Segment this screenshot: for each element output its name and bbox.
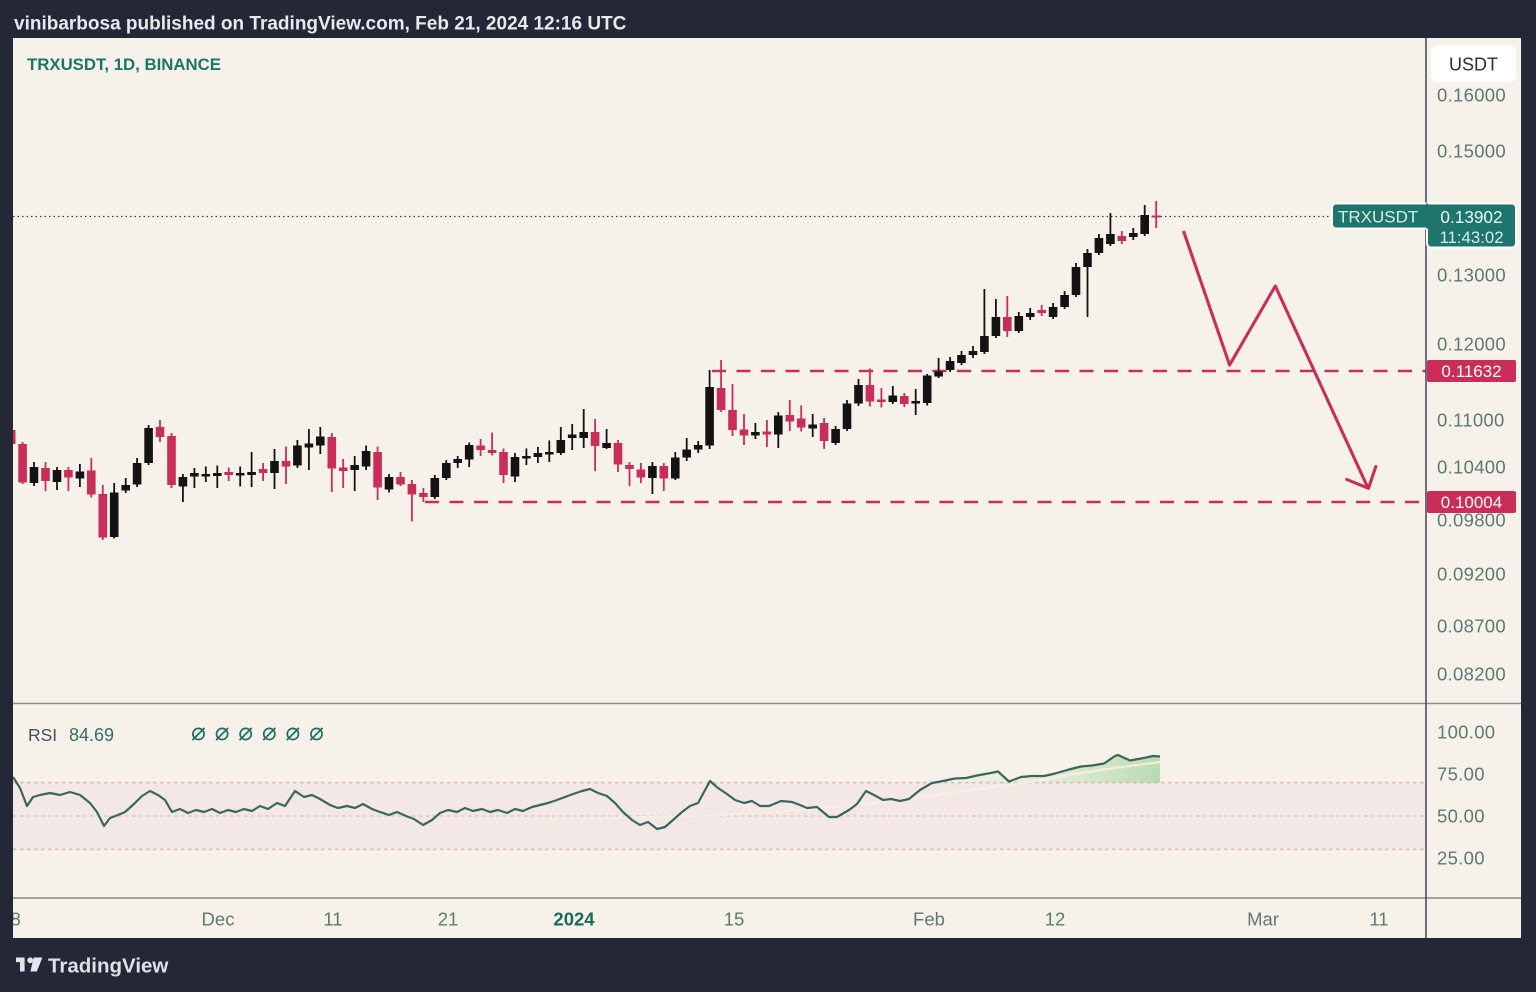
svg-text:0.16000: 0.16000 bbox=[1437, 85, 1506, 106]
svg-text:TRXUSDT, 1D, BINANCE: TRXUSDT, 1D, BINANCE bbox=[27, 55, 221, 74]
svg-text:21: 21 bbox=[438, 909, 459, 930]
svg-text:0.11632: 0.11632 bbox=[1441, 362, 1501, 381]
svg-text:0.08200: 0.08200 bbox=[1437, 664, 1506, 685]
svg-text:11: 11 bbox=[323, 909, 342, 930]
svg-text:Feb: Feb bbox=[913, 909, 945, 930]
svg-text:USDT: USDT bbox=[1449, 55, 1498, 75]
svg-text:TradingView: TradingView bbox=[48, 955, 168, 978]
svg-text:84.69: 84.69 bbox=[69, 725, 114, 745]
svg-text:2024: 2024 bbox=[553, 909, 595, 930]
svg-text:TRXUSDT: TRXUSDT bbox=[1338, 208, 1418, 227]
svg-text:12: 12 bbox=[1045, 909, 1066, 930]
svg-text:100.00: 100.00 bbox=[1437, 722, 1495, 743]
svg-text:0.08700: 0.08700 bbox=[1437, 616, 1506, 637]
svg-text:0.10004: 0.10004 bbox=[1441, 493, 1502, 512]
svg-text:0.10400: 0.10400 bbox=[1437, 457, 1506, 478]
svg-text:Dec: Dec bbox=[202, 909, 235, 930]
svg-text:0.13902: 0.13902 bbox=[1440, 207, 1502, 227]
svg-text:0.13000: 0.13000 bbox=[1437, 265, 1506, 286]
svg-text:RSI: RSI bbox=[28, 725, 57, 745]
svg-text:25.00: 25.00 bbox=[1437, 848, 1485, 869]
svg-text:75.00: 75.00 bbox=[1437, 764, 1485, 785]
svg-text:15: 15 bbox=[724, 909, 745, 930]
svg-text:0.12000: 0.12000 bbox=[1437, 334, 1506, 355]
svg-text:0.09200: 0.09200 bbox=[1437, 564, 1506, 585]
svg-text:0.11000: 0.11000 bbox=[1437, 410, 1505, 431]
svg-text:50.00: 50.00 bbox=[1437, 806, 1485, 827]
svg-text:11:43:02: 11:43:02 bbox=[1439, 228, 1503, 247]
svg-text:vinibarbosa published on Tradi: vinibarbosa published on TradingView.com… bbox=[14, 14, 627, 35]
svg-text:Mar: Mar bbox=[1247, 909, 1279, 930]
svg-text:0.15000: 0.15000 bbox=[1437, 141, 1506, 162]
svg-text:0.09800: 0.09800 bbox=[1437, 510, 1506, 531]
svg-text:11: 11 bbox=[1369, 909, 1388, 930]
